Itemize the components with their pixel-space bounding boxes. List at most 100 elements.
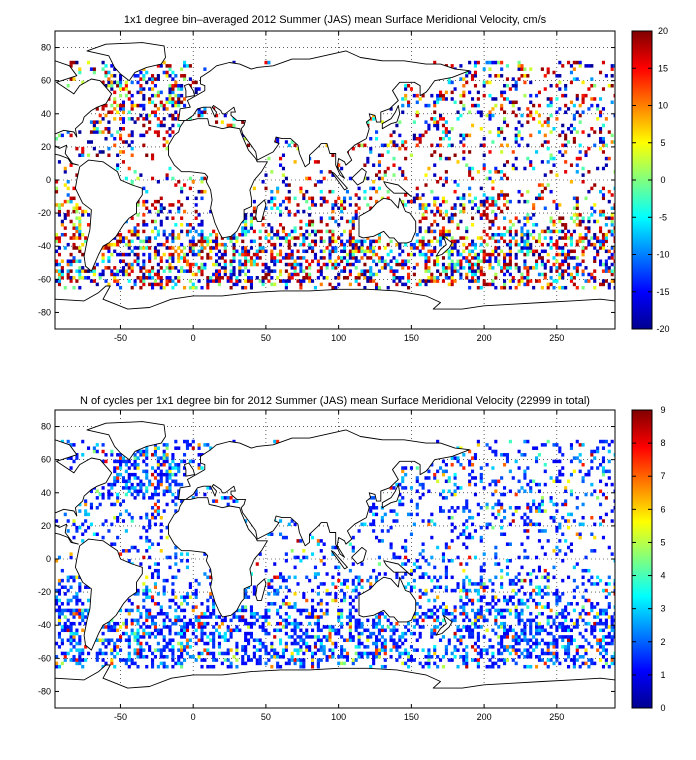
- cycles-data-cell: [180, 648, 184, 652]
- velocity-data-cell: [305, 259, 309, 263]
- cycles-data-cell: [171, 598, 175, 603]
- cycles-data-cell: [200, 453, 204, 457]
- velocity-data-cell: [188, 262, 192, 267]
- velocity-colorbar-ticks: [632, 30, 652, 330]
- cycles-data-cell: [72, 459, 76, 464]
- cycles-data-cell: [372, 522, 376, 527]
- velocity-data-cell: [130, 249, 134, 254]
- velocity-data-cell: [555, 117, 559, 121]
- velocity-data-cell: [555, 246, 559, 250]
- velocity-data-cell: [471, 279, 475, 283]
- cycles-data-cell: [191, 592, 195, 596]
- cycles-data-cell: [293, 522, 297, 527]
- cycles-data-cell: [200, 602, 204, 606]
- velocity-data-cell: [258, 249, 262, 254]
- velocity-data-cell: [194, 196, 198, 201]
- cycles-data-cell: [471, 631, 475, 636]
- velocity-data-cell: [72, 206, 76, 210]
- velocity-data-cell: [191, 249, 195, 254]
- velocity-data-cell: [537, 90, 542, 95]
- velocity-data-cell: [305, 249, 309, 254]
- cycles-data-cell: [485, 585, 489, 589]
- velocity-data-cell: [78, 246, 82, 250]
- cycles-data-cell: [200, 625, 204, 629]
- cycles-data-cell: [401, 479, 405, 484]
- cycles-data-cell: [223, 635, 227, 639]
- cycles-data-cell: [116, 645, 120, 649]
- cycles-data-cell: [383, 641, 387, 646]
- cycles-data-cell: [84, 658, 88, 662]
- cycles-data-cell: [319, 549, 323, 553]
- cycles-data-cell: [145, 453, 149, 457]
- cycles-data-cell: [476, 592, 480, 596]
- velocity-data-cell: [415, 186, 419, 191]
- velocity-data-cell: [69, 279, 73, 283]
- velocity-data-cell: [462, 209, 466, 214]
- cycles-data-cell: [107, 529, 111, 533]
- velocity-data-cell: [465, 256, 469, 260]
- velocity-data-cell: [357, 206, 361, 210]
- cycles-data-cell: [168, 625, 172, 629]
- velocity-data-cell: [459, 64, 463, 68]
- velocity-landmass: [184, 83, 196, 98]
- velocity-data-cell: [415, 136, 419, 141]
- velocity-data-cell: [299, 279, 303, 283]
- cycles-data-cell: [81, 539, 85, 543]
- cycles-data-cell: [185, 621, 190, 626]
- cycles-data-cell: [55, 588, 59, 593]
- velocity-data-cell: [491, 140, 495, 144]
- velocity-data-cell: [444, 276, 448, 280]
- velocity-data-cell: [424, 103, 428, 108]
- cycles-data-cell: [319, 539, 323, 543]
- velocity-data-cell: [503, 282, 507, 287]
- cycles-data-cell: [156, 499, 160, 503]
- velocity-data-cell: [241, 120, 245, 124]
- cycles-data-cell: [197, 453, 201, 457]
- cycles-data-cell: [348, 568, 352, 573]
- velocity-map-xtick-label: 0: [191, 333, 196, 343]
- velocity-data-cell: [561, 93, 565, 98]
- velocity-data-cell: [130, 285, 134, 290]
- velocity-data-cell: [389, 140, 393, 144]
- velocity-data-cell: [162, 206, 166, 210]
- cycles-data-cell: [299, 611, 303, 616]
- cycles-data-cell: [89, 522, 94, 527]
- cycles-data-cell: [235, 625, 239, 629]
- velocity-data-cell: [270, 189, 274, 194]
- velocity-data-cell: [380, 176, 384, 181]
- velocity-data-cell: [232, 259, 236, 263]
- cycles-data-cell: [377, 648, 382, 652]
- velocity-data-cell: [514, 100, 518, 105]
- cycles-data-cell: [81, 648, 85, 652]
- velocity-data-cell: [497, 239, 501, 244]
- velocity-data-cell: [215, 239, 219, 244]
- velocity-data-cell: [569, 242, 574, 247]
- cycles-data-cell: [375, 506, 379, 510]
- cycles-data-cell: [127, 549, 131, 553]
- cycles-data-cell: [136, 655, 140, 659]
- cycles-data-cell: [215, 658, 219, 662]
- velocity-data-cell: [465, 246, 469, 250]
- velocity-data-cell: [412, 252, 416, 257]
- cycles-data-cell: [124, 462, 128, 467]
- velocity-data-cell: [299, 285, 303, 290]
- velocity-data-cell: [427, 269, 431, 273]
- velocity-data-cell: [191, 246, 195, 250]
- velocity-data-cell: [366, 156, 370, 161]
- velocity-data-cell: [532, 103, 536, 108]
- cycles-data-cell: [444, 645, 448, 649]
- velocity-data-cell: [555, 239, 559, 244]
- velocity-data-cell: [465, 80, 469, 85]
- velocity-data-cell: [168, 64, 172, 68]
- cycles-data-cell: [415, 489, 419, 493]
- velocity-data-cell: [171, 97, 175, 101]
- cycles-data-cell: [258, 641, 262, 646]
- velocity-data-cell: [279, 223, 283, 227]
- velocity-data-cell: [273, 269, 277, 273]
- cycles-data-cell: [200, 635, 204, 639]
- cycles-data-cell: [81, 628, 85, 633]
- velocity-data-cell: [549, 269, 553, 273]
- cycles-data-cell: [284, 645, 288, 649]
- velocity-data-cell: [476, 276, 480, 280]
- velocity-data-cell: [482, 229, 486, 234]
